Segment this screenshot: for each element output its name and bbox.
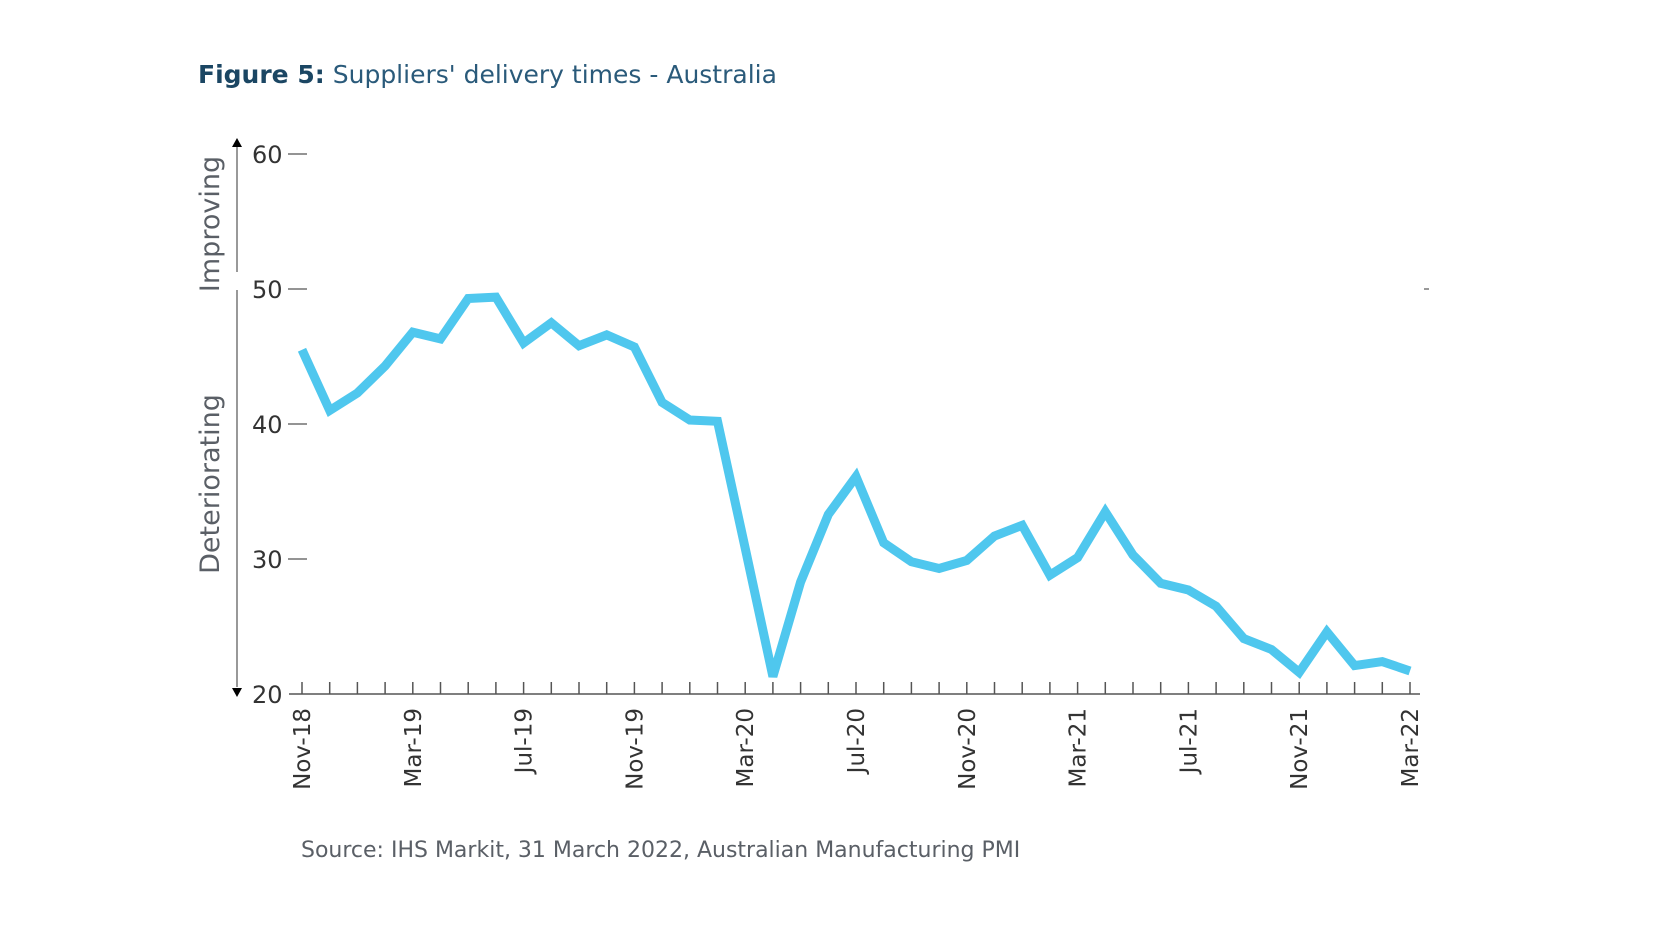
series-line (297, 292, 1412, 680)
x-tick-label: Nov-19 (622, 708, 648, 790)
x-tick-label: Jul-19 (512, 708, 538, 775)
figure-label: Figure 5: (198, 60, 325, 89)
x-tick-label: Mar-22 (1398, 708, 1424, 788)
x-tick-label: Nov-18 (290, 708, 316, 790)
arrow-up-icon (232, 138, 242, 147)
x-tick-label: Nov-21 (1287, 708, 1313, 790)
x-tick-label: Mar-20 (733, 708, 759, 788)
x-tick-label: Mar-21 (1066, 708, 1092, 788)
y-tick-label: 20 (252, 681, 283, 709)
deteriorating-label: Deteriorating (195, 394, 226, 574)
x-tick-label: Mar-19 (401, 708, 427, 788)
chart-axes: Nov-18 Mar-19 Jul-19 Nov-19 Mar-20 Jul-20 Nov-… (195, 138, 1429, 790)
arrow-down-icon (232, 688, 242, 697)
chart-series (297, 292, 1412, 680)
y-tick-label: 40 (252, 411, 283, 439)
x-tick-label: Nov-20 (955, 708, 981, 790)
source-note: Source: IHS Markit, 31 March 2022, Austr… (301, 838, 1021, 863)
chart-title-text: Suppliers' delivery times - Australia (332, 60, 777, 89)
chart-title: Figure 5: Suppliers' delivery times - Aus… (198, 60, 777, 89)
y-tick-label: 30 (252, 546, 283, 574)
x-tick-label: Jul-21 (1176, 708, 1202, 775)
y-tick-label: 50 (252, 276, 283, 304)
y-tick-label: 60 (252, 141, 283, 169)
improving-label: Improving (195, 156, 226, 292)
x-tick-label: Jul-20 (844, 708, 870, 775)
